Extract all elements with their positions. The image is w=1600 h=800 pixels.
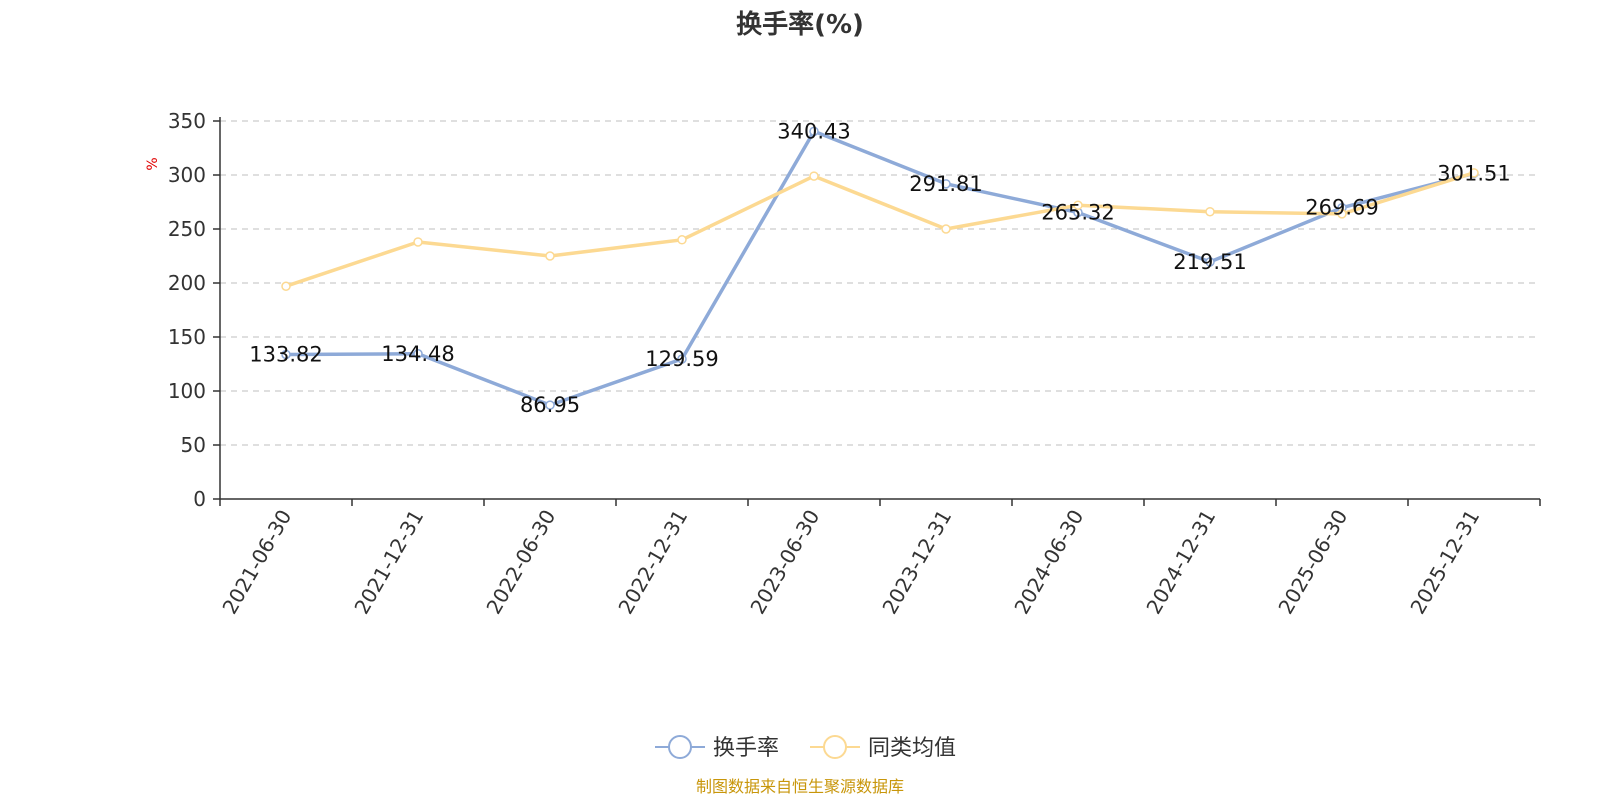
data-label: 219.51 xyxy=(1173,250,1246,274)
y-tick-label: 200 xyxy=(168,271,206,295)
data-label: 133.82 xyxy=(249,342,322,366)
data-label: 134.48 xyxy=(381,342,454,366)
series-2-point[interactable] xyxy=(941,224,951,234)
x-tick-label: 2022-12-31 xyxy=(613,506,692,619)
series-1-point[interactable] xyxy=(281,349,291,360)
data-label: 265.32 xyxy=(1041,200,1114,224)
legend-item-2[interactable]: 同类均值 xyxy=(810,735,956,761)
chart-title: 换手率(%) xyxy=(736,9,864,40)
series-2-point[interactable] xyxy=(545,251,555,261)
y-tick-label: 350 xyxy=(168,109,206,133)
series-2-point[interactable] xyxy=(281,281,291,291)
series-1-point[interactable] xyxy=(413,349,423,359)
x-tick-label: 2023-12-31 xyxy=(877,506,956,619)
series-2-point[interactable] xyxy=(1469,168,1479,178)
axes: 0 50 100 150 200 250 300 350 2021-06-30 2021-12-3… xyxy=(168,109,1541,619)
data-labels: 133.82 134.48 86.95 129.59 340.43 291.81 265.3… xyxy=(249,119,1510,417)
x-tick-label: 2024-12-31 xyxy=(1141,506,1220,619)
series-2-point[interactable] xyxy=(1337,209,1347,219)
data-label: 340.43 xyxy=(777,119,850,143)
legend-label: 换手率 xyxy=(713,736,779,761)
y-tick-label: 300 xyxy=(168,163,206,187)
series-1-point[interactable] xyxy=(941,179,951,189)
data-source-note: 制图数据来自恒生聚源数据库 xyxy=(696,777,904,796)
y-tick-label: 150 xyxy=(168,325,206,349)
series-layer xyxy=(281,126,1479,410)
data-label: 301.51 xyxy=(1437,161,1510,185)
series-2-point[interactable] xyxy=(1073,200,1083,210)
data-label: 291.81 xyxy=(909,172,982,196)
x-tick-label: 2025-06-30 xyxy=(1273,506,1352,619)
x-tick-label: 2021-06-30 xyxy=(217,506,296,619)
series-line-1 xyxy=(285,129,1475,407)
x-tick-label: 2024-06-30 xyxy=(1009,506,1088,619)
y-tick-label: 0 xyxy=(193,487,206,511)
data-label: 269.69 xyxy=(1305,196,1378,220)
y-tick-label: 250 xyxy=(168,217,206,241)
series-2-point[interactable] xyxy=(1205,206,1215,217)
y-axis-unit-label: % xyxy=(145,157,161,170)
y-tick-label: 100 xyxy=(168,379,206,403)
legend-circle-icon xyxy=(668,735,692,759)
data-label: 129.59 xyxy=(645,347,718,371)
series-1-point[interactable] xyxy=(809,126,819,137)
series-1-point[interactable] xyxy=(677,354,687,364)
series-2-point[interactable] xyxy=(413,237,423,247)
legend-label: 同类均值 xyxy=(868,736,956,761)
data-label: 86.95 xyxy=(520,393,580,417)
series-1-point[interactable] xyxy=(545,400,555,410)
series-1-point[interactable] xyxy=(1205,257,1215,267)
series-line-2 xyxy=(285,171,1475,288)
x-tick-label: 2023-06-30 xyxy=(745,506,824,619)
x-tick-label: 2025-12-31 xyxy=(1405,506,1484,619)
series-2-point[interactable] xyxy=(677,235,687,245)
grid-lines xyxy=(220,120,1540,446)
x-tick-label: 2022-06-30 xyxy=(481,506,560,619)
legend-circle-icon xyxy=(823,735,847,759)
y-tick-label: 50 xyxy=(181,433,206,457)
series-2-point[interactable] xyxy=(809,171,819,181)
x-tick-label: 2021-12-31 xyxy=(349,506,428,619)
legend[interactable]: 换手率 同类均值 xyxy=(655,735,956,761)
legend-item-1[interactable]: 换手率 xyxy=(655,735,779,761)
